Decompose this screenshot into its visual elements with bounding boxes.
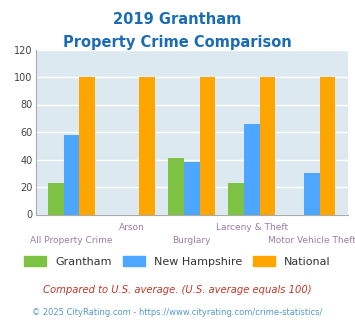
- Text: Compared to U.S. average. (U.S. average equals 100): Compared to U.S. average. (U.S. average …: [43, 285, 312, 295]
- Bar: [64, 135, 80, 214]
- Bar: [48, 183, 64, 214]
- Bar: [168, 158, 184, 214]
- Bar: [320, 77, 335, 214]
- Bar: [228, 183, 244, 214]
- Bar: [140, 77, 155, 214]
- Bar: [244, 124, 260, 214]
- Text: Larceny & Theft: Larceny & Theft: [216, 223, 288, 232]
- Text: Motor Vehicle Theft: Motor Vehicle Theft: [268, 236, 355, 245]
- Bar: [80, 77, 95, 214]
- Text: Property Crime Comparison: Property Crime Comparison: [63, 35, 292, 50]
- Text: Burglary: Burglary: [173, 236, 211, 245]
- Text: All Property Crime: All Property Crime: [30, 236, 113, 245]
- Bar: [304, 173, 320, 214]
- Bar: [200, 77, 215, 214]
- Text: Arson: Arson: [119, 223, 144, 232]
- Text: 2019 Grantham: 2019 Grantham: [113, 12, 242, 26]
- Bar: [184, 162, 200, 214]
- Bar: [260, 77, 275, 214]
- Legend: Grantham, New Hampshire, National: Grantham, New Hampshire, National: [20, 251, 335, 271]
- Text: © 2025 CityRating.com - https://www.cityrating.com/crime-statistics/: © 2025 CityRating.com - https://www.city…: [32, 308, 323, 316]
